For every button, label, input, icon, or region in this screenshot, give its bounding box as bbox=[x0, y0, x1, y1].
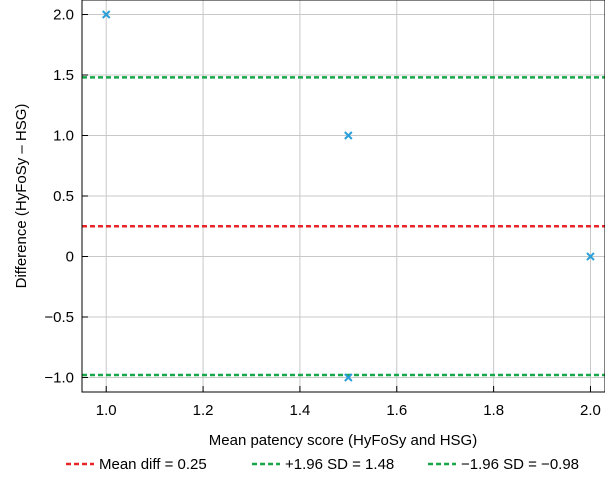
x-tick-label: 1.6 bbox=[386, 402, 407, 419]
y-tick-labels: 2.0 1.5 1.0 0.5 0 −0.5 −1.0 bbox=[44, 7, 74, 387]
x-tick-label: 1.0 bbox=[96, 402, 117, 419]
y-tick-label: 0 bbox=[66, 248, 74, 265]
y-tick-label: −1.0 bbox=[44, 369, 74, 386]
data-point bbox=[344, 373, 353, 382]
y-tick-label: 2.0 bbox=[53, 7, 74, 24]
data-point bbox=[102, 10, 111, 19]
y-tick-label: 0.5 bbox=[53, 188, 74, 205]
y-tick-label: 1.0 bbox=[53, 128, 74, 145]
x-axis-label: Mean patency score (HyFoSy and HSG) bbox=[209, 432, 477, 449]
x-tick-label: 2.0 bbox=[580, 402, 601, 419]
y-tick-label: −0.5 bbox=[44, 309, 74, 326]
x-tick-label: 1.2 bbox=[193, 402, 214, 419]
legend-label: Mean diff = 0.25 bbox=[99, 456, 207, 473]
legend-label: +1.96 SD = 1.48 bbox=[285, 456, 394, 473]
legend-label: −1.96 SD = −0.98 bbox=[461, 456, 579, 473]
x-tick-label: 1.8 bbox=[483, 402, 504, 419]
data-point bbox=[344, 131, 353, 140]
reference-lines bbox=[82, 76, 605, 377]
data-point bbox=[586, 252, 595, 261]
y-tick-label: 1.5 bbox=[53, 67, 74, 84]
plot-frame bbox=[81, 0, 605, 393]
x-tick-labels: 1.0 1.2 1.4 1.6 1.8 2.0 bbox=[96, 402, 601, 419]
legend: Mean diff = 0.25 +1.96 SD = 1.48 −1.96 SD … bbox=[66, 456, 579, 473]
y-axis-label: Difference (HyFoSy – HSG) bbox=[13, 104, 30, 289]
x-tick-label: 1.4 bbox=[289, 402, 310, 419]
data-points bbox=[102, 10, 595, 382]
grid bbox=[82, 0, 605, 392]
